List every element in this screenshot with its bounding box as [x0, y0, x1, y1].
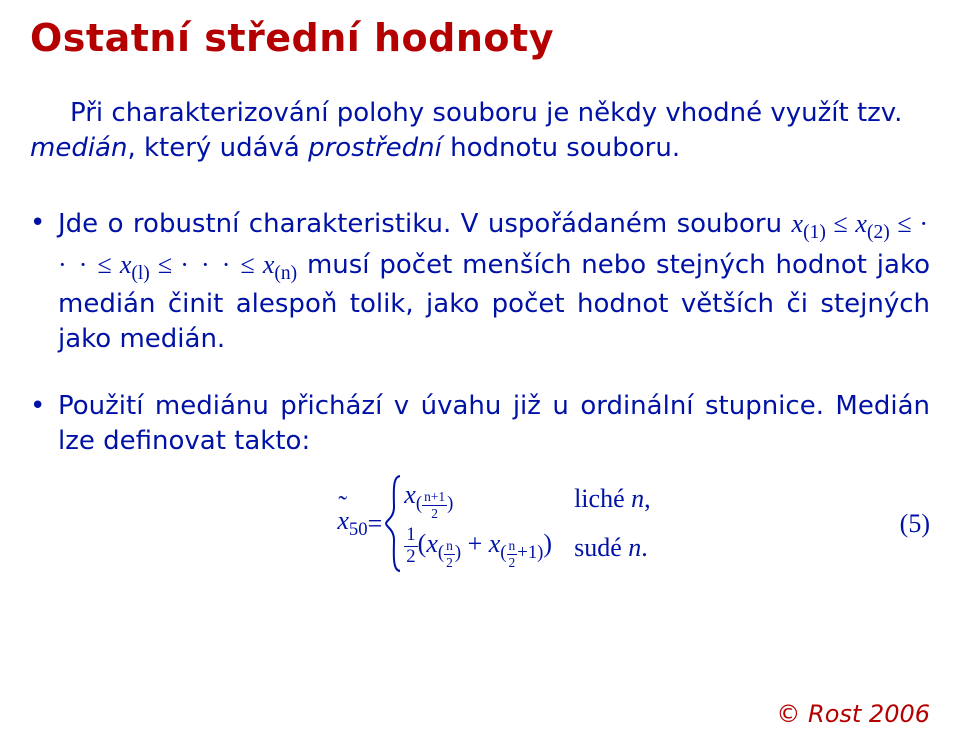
frac-np1-2: n+12 — [422, 490, 447, 520]
c2-sub1: (n2) — [438, 542, 461, 563]
c1-sub: (n+12) — [416, 493, 454, 514]
bullet-1: Jde o robustní charakteristiku. V uspořá… — [30, 206, 930, 357]
intro-paragraph: Při charakterizování polohy souboru je n… — [30, 96, 930, 166]
intro-text-a: Při charakterizování polohy souboru je n… — [70, 98, 902, 128]
n2b-den: 2 — [507, 555, 518, 569]
c1-x: x — [404, 480, 416, 509]
n2b-num: n — [507, 539, 518, 554]
c1-rp: ) — [447, 493, 453, 514]
equals-sign: = — [368, 506, 383, 541]
c2-sub2: (n2+1) — [500, 542, 543, 563]
seq-le2: ≤ — [890, 209, 920, 238]
intro-text-c: hodnotu souboru. — [442, 133, 680, 163]
seq-le3: ≤ — [89, 250, 119, 279]
half-num: 1 — [404, 526, 417, 547]
seq-s1: (1) — [803, 222, 826, 243]
seq-sn: (n) — [274, 263, 297, 284]
seq-le5: ≤ — [232, 250, 262, 279]
term-prostredni: prostřední — [308, 133, 442, 163]
eq-lhs: x50 — [337, 503, 367, 542]
author-year: Rost 2006 — [808, 700, 930, 728]
case1-n: n — [631, 484, 644, 513]
intro-text-b: , který udává — [127, 133, 308, 163]
np1-den: 2 — [422, 506, 447, 520]
c2-x2: x — [489, 529, 501, 558]
seq-x1: x — [792, 209, 804, 238]
footer-copyright: © Rost 2006 — [776, 700, 930, 728]
np1-num: n+1 — [422, 490, 447, 505]
frac-n2-b: n2 — [507, 539, 518, 569]
case2-cond-text: sudé — [574, 533, 628, 562]
c2-plus: + — [461, 529, 489, 558]
case2-expr: 12(x(n2) + x(n2+1)) — [404, 526, 552, 569]
c2-rp: ) — [543, 529, 552, 558]
case1-cond: liché n, — [574, 481, 651, 516]
case1-expr: x(n+12) — [404, 477, 552, 520]
copy-symbol: © — [776, 700, 808, 728]
median-equation: x50 = x(n+12) liché n, — [58, 474, 930, 573]
n2a-den: 2 — [444, 555, 455, 569]
case2-cond: sudé n. — [574, 530, 651, 565]
seq-sl: (l) — [131, 263, 149, 284]
case2-period: . — [641, 533, 648, 562]
seq-le1: ≤ — [826, 209, 856, 238]
frac-n2-a: n2 — [444, 539, 455, 569]
seq-xn: x — [263, 250, 275, 279]
term-median: medián — [30, 133, 127, 163]
seq-le4: ≤ — [150, 250, 180, 279]
slide-page: Ostatní střední hodnoty Při charakterizo… — [0, 0, 960, 746]
x-tilde: x — [337, 503, 349, 538]
case2-n: n — [628, 533, 641, 562]
n2a-num: n — [444, 539, 455, 554]
seq-x2: x — [855, 209, 867, 238]
bullet-list: Jde o robustní charakteristiku. V uspořá… — [30, 206, 930, 572]
slide-title: Ostatní střední hodnoty — [30, 16, 930, 60]
c2s2-plus1: +1 — [517, 542, 537, 563]
eq-sub-50: 50 — [349, 520, 368, 541]
bullet-2: Použití mediánu přichází v úvahu již u o… — [30, 389, 930, 572]
seq-s2: (2) — [867, 222, 890, 243]
half-den: 2 — [404, 547, 417, 567]
left-brace — [382, 474, 404, 573]
frac-half: 12 — [404, 526, 417, 566]
seq-xl: x — [120, 250, 132, 279]
c2-x1: x — [426, 529, 438, 558]
equation-number: (5) — [900, 506, 930, 541]
cases-block: x(n+12) liché n, 12(x(n2) + x(n2+1)) sud… — [404, 477, 650, 569]
case1-cond-text: liché — [574, 484, 631, 513]
case1-comma: , — [644, 484, 651, 513]
slide-body: Při charakterizování polohy souboru je n… — [30, 96, 930, 573]
bullet1-text-a: Jde o robustní charakteristiku. V uspořá… — [58, 209, 792, 239]
bullet2-text: Použití mediánu přichází v úvahu již u o… — [58, 391, 930, 456]
seq-dots2: · · · — [180, 250, 232, 279]
